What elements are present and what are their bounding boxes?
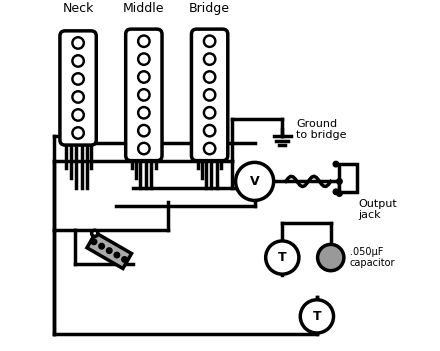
Circle shape <box>138 71 150 83</box>
Text: T: T <box>312 310 321 323</box>
Text: T: T <box>278 251 286 264</box>
FancyBboxPatch shape <box>191 29 228 161</box>
FancyBboxPatch shape <box>126 29 162 161</box>
Circle shape <box>138 53 150 65</box>
Circle shape <box>204 125 215 136</box>
Circle shape <box>266 241 299 274</box>
Circle shape <box>333 189 339 194</box>
Circle shape <box>204 35 215 47</box>
Bar <box>87 233 132 269</box>
Circle shape <box>138 125 150 136</box>
Circle shape <box>300 300 334 333</box>
Circle shape <box>235 163 274 200</box>
Circle shape <box>333 161 339 167</box>
Circle shape <box>138 107 150 119</box>
Text: Bridge: Bridge <box>189 2 230 15</box>
FancyBboxPatch shape <box>60 31 96 145</box>
Circle shape <box>73 91 84 102</box>
Text: Output
jack: Output jack <box>359 199 397 220</box>
Circle shape <box>106 248 112 253</box>
Circle shape <box>73 73 84 85</box>
Text: Middle: Middle <box>123 2 165 15</box>
Text: .050μF
capacitor: .050μF capacitor <box>350 247 395 269</box>
Text: V: V <box>250 175 260 188</box>
Circle shape <box>114 252 120 258</box>
Text: Ground
to bridge: Ground to bridge <box>296 119 347 140</box>
Circle shape <box>204 107 215 119</box>
Circle shape <box>73 37 84 49</box>
Circle shape <box>92 230 98 237</box>
Circle shape <box>204 71 215 83</box>
Circle shape <box>73 55 84 67</box>
Circle shape <box>318 244 344 271</box>
Circle shape <box>204 143 215 154</box>
Circle shape <box>73 109 84 121</box>
Circle shape <box>204 53 215 65</box>
Circle shape <box>138 89 150 101</box>
Bar <box>339 164 357 192</box>
Circle shape <box>337 179 342 184</box>
Text: Neck: Neck <box>62 2 94 15</box>
Circle shape <box>138 35 150 47</box>
Circle shape <box>99 244 104 249</box>
Circle shape <box>204 89 215 101</box>
Circle shape <box>337 191 342 196</box>
Circle shape <box>73 127 84 139</box>
Circle shape <box>122 257 127 262</box>
Circle shape <box>138 143 150 154</box>
Circle shape <box>91 239 97 245</box>
